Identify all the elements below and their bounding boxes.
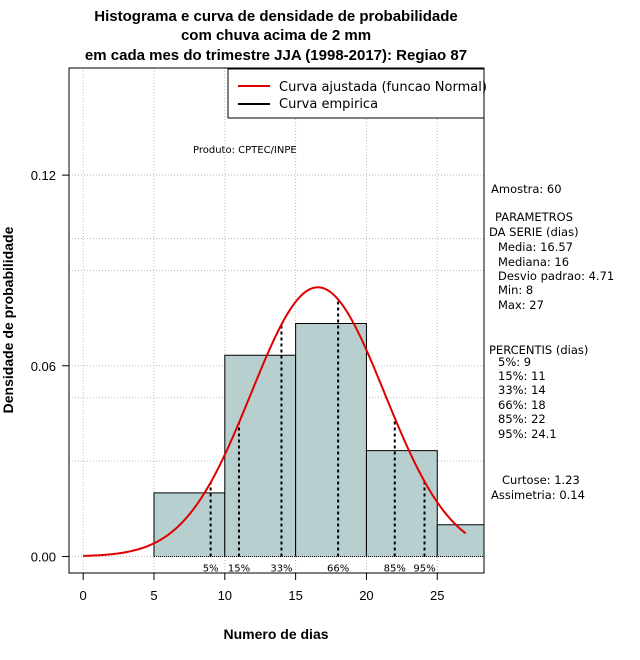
percentiles-title: PERCENTIS (dias) [489,343,588,357]
chart-title-line-2: com chuva acima de 2 mm [181,27,371,44]
percentile-label: 33% [270,563,292,574]
stat-mean: Media: 16.57 [498,240,573,254]
percentile-label: 15% [228,563,250,574]
stat-min: Min: 8 [498,283,533,297]
legend-empirical-label: Curva empirica [279,97,378,112]
params-title-1: PARAMETROS [495,210,573,224]
y-tick-label: 0.12 [31,168,56,183]
percentile-33: 33%: 14 [498,383,546,397]
x-axis-title: Numero de dias [223,626,328,642]
histogram-bar-outline [295,323,367,557]
percentile-95: 95%: 24.1 [498,427,557,441]
percentile-15: 15%: 11 [498,369,546,383]
percentile-label: 85% [384,563,406,574]
stat-sd: Desvio padrao: 4.71 [498,269,614,283]
x-tick-label: 5 [150,588,157,603]
percentile-label: 5% [203,563,219,574]
params-title-2: DA SERIE (dias) [489,225,579,239]
chart-title-line-1: Histograma e curva de densidade de proba… [94,8,457,25]
histogram-bar [295,323,367,557]
product-label: Produto: CPTEC/INPE [193,145,297,156]
stat-skewness: Assimetria: 0.14 [491,488,585,502]
x-tick-label: 10 [218,588,232,603]
normal-fit-curve [83,286,467,557]
histogram-bar [224,355,296,557]
x-tick-label: 25 [430,588,444,603]
chart-title-line-3: em cada mes do trimestre JJA (1998-2017)… [85,47,467,64]
y-tick-label: 0.00 [31,549,56,564]
percentile-85: 85%: 22 [498,412,546,426]
x-tick-label: 0 [80,588,87,603]
percentile-66: 66%: 18 [498,398,546,412]
percentile-label: 66% [327,563,349,574]
percentile-5: 5%: 9 [498,355,531,369]
stat-median: Mediana: 16 [498,255,569,269]
percentile-lines: 5% 15% 33% 66% 85% 95% [203,299,436,574]
x-axis: 0 5 10 15 20 25 [80,572,444,603]
legend-normal-label: Curva ajustada (funcao Normal) [279,80,487,95]
y-axis-title: Densidade de probabilidade [0,226,16,413]
sample-size: Amostra: 60 [491,182,562,196]
percentile-label: 95% [413,563,435,574]
x-tick-label: 15 [288,588,302,603]
histogram-bars [153,323,485,557]
histogram-bar [153,492,225,557]
stat-kurtosis: Curtose: 1.23 [502,473,580,487]
x-tick-label: 20 [359,588,373,603]
legend: Curva ajustada (funcao Normal) Curva emp… [227,68,487,119]
y-tick-label: 0.06 [31,359,56,374]
y-axis: 0.00 0.06 0.12 [31,168,70,564]
grid-lines [69,68,484,573]
side-stats-panel: Amostra: 60 PARAMETROS DA SERIE (dias) M… [489,182,614,502]
stat-max: Max: 27 [498,298,544,312]
histogram-bar [366,450,438,557]
legend-box [227,68,485,119]
